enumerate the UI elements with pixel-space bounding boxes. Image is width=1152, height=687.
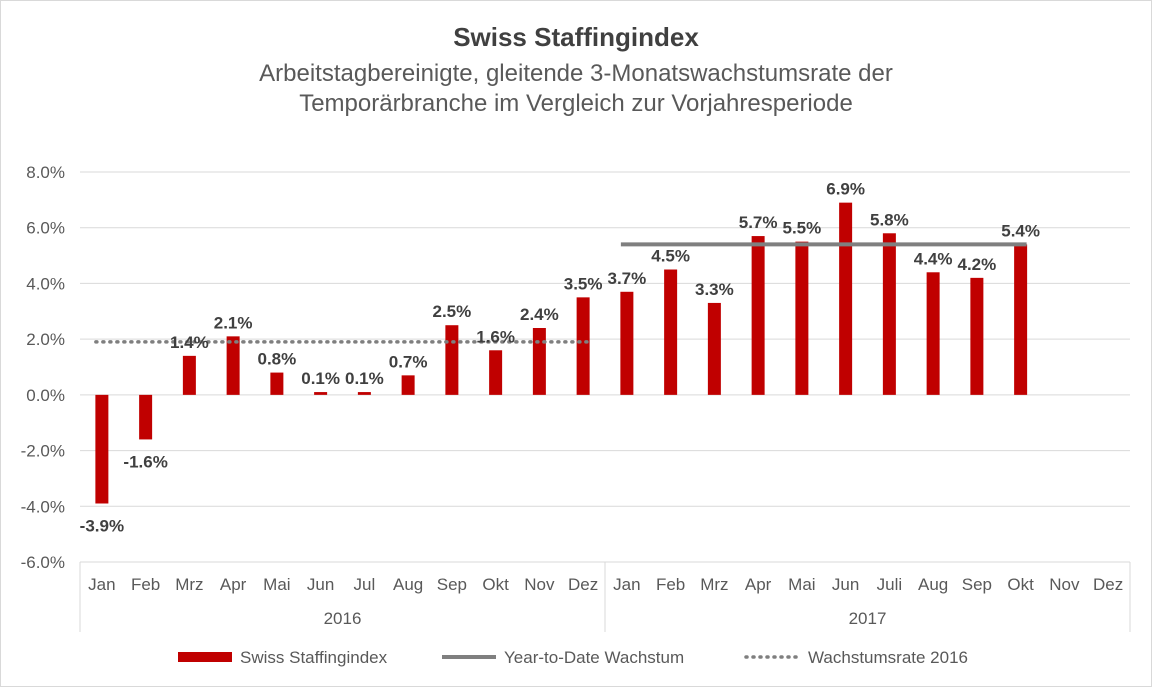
bar [445,325,459,395]
y-tick-label: -4.0% [21,497,65,516]
data-label: 6.9% [826,180,865,199]
x-axis: Jan Feb Mrz Apr Mai Jun Jul Aug Sep Okt Nov Dez Jan F… [79,561,1131,632]
legend-swatch-bar [178,652,232,662]
x-tick-label: Jul [354,575,376,594]
bar [751,236,765,395]
bar [576,297,590,395]
group-label: 2017 [849,609,887,628]
x-tick-label: Nov [524,575,555,594]
data-label: 2.4% [520,305,559,324]
reference-lines [94,242,1027,344]
data-label: 5.5% [783,219,822,238]
y-tick-label: 0.0% [26,386,65,405]
x-tick-label: Sep [962,575,992,594]
bar [401,375,415,395]
x-tick-label: Sep [437,575,467,594]
bar [882,233,896,395]
data-label: 4.5% [651,247,690,266]
x-tick-label: Mai [263,575,290,594]
data-label: 4.4% [914,249,953,268]
data-label: 0.8% [258,350,297,369]
data-label: -3.9% [80,517,124,536]
x-tick-label: Jan [613,575,640,594]
bar [707,302,721,395]
x-tick-label: Mai [788,575,815,594]
data-label: 0.7% [389,352,428,371]
data-label: 2.5% [433,302,472,321]
data-label: 5.4% [1001,221,1040,240]
bar [270,372,284,395]
x-tick-label: Juli [877,575,903,594]
x-tick-label: Apr [745,575,772,594]
chart-title: Swiss Staffingindex [453,22,699,52]
data-label: 3.3% [695,280,734,299]
bar [926,272,940,395]
bar [1014,244,1028,395]
x-tick-label: Dez [1093,575,1123,594]
x-tick-label: Mrz [700,575,728,594]
x-tick-label: Feb [131,575,160,594]
bar [139,394,153,440]
y-tick-label: -2.0% [21,442,65,461]
x-tick-label: Aug [918,575,948,594]
y-tick-label: 8.0% [26,163,65,182]
y-tick-label: 6.0% [26,219,65,238]
legend-label: Year-to-Date Wachstum [504,648,684,667]
y-tick-label: -6.0% [21,553,65,572]
x-tick-label: Aug [393,575,423,594]
group-label: 2016 [324,609,362,628]
x-tick-label: Okt [482,575,509,594]
data-label: 4.2% [958,255,997,274]
data-label: 0.1% [345,369,384,388]
bar [95,394,109,504]
bar [970,277,984,395]
data-label: 1.6% [476,327,515,346]
x-tick-label: Feb [656,575,685,594]
y-axis-tick-labels: -6.0% -4.0% -2.0% 0.0% 2.0% 4.0% 6.0% 8.0% [21,163,65,572]
data-label: 2.1% [214,313,253,332]
y-tick-label: 4.0% [26,274,65,293]
bar [357,392,371,395]
x-tick-label: Dez [568,575,598,594]
legend-label: Swiss Staffingindex [240,648,388,667]
x-tick-label: Jun [307,575,334,594]
x-tick-label: Mrz [175,575,203,594]
data-label: 3.5% [564,274,603,293]
data-label: -1.6% [123,452,167,471]
bar [489,350,503,395]
data-labels: -3.9%-1.6%1.4%2.1%0.8%0.1% 0.1%0.7%2.5%1.… [80,180,1040,536]
data-label: 5.8% [870,210,909,229]
x-tick-label: Nov [1049,575,1080,594]
bar [314,392,328,395]
y-tick-label: 2.0% [26,330,65,349]
x-tick-label: Okt [1007,575,1034,594]
chart-subtitle-line-2: Temporärbranche im Vergleich zur Vorjahr… [299,90,853,117]
x-tick-label: Jan [88,575,115,594]
chart-subtitle-line-1: Arbeitstagbereinigte, gleitende 3-Monats… [259,60,893,87]
data-label: 1.4% [170,333,209,352]
bars [95,202,1028,504]
bar [182,355,196,395]
legend-label: Wachstumsrate 2016 [808,648,968,667]
bar [532,328,546,395]
bar [620,291,634,395]
data-label: 5.7% [739,213,778,232]
bar [839,202,853,395]
bar [226,336,240,395]
legend: Swiss Staffingindex Year-to-Date Wachstum… [178,648,968,667]
data-label: 3.7% [608,269,647,288]
data-label: 0.1% [301,369,340,388]
bar [795,241,809,395]
x-tick-label: Apr [220,575,247,594]
x-tick-label: Jun [832,575,859,594]
bar [664,269,678,395]
